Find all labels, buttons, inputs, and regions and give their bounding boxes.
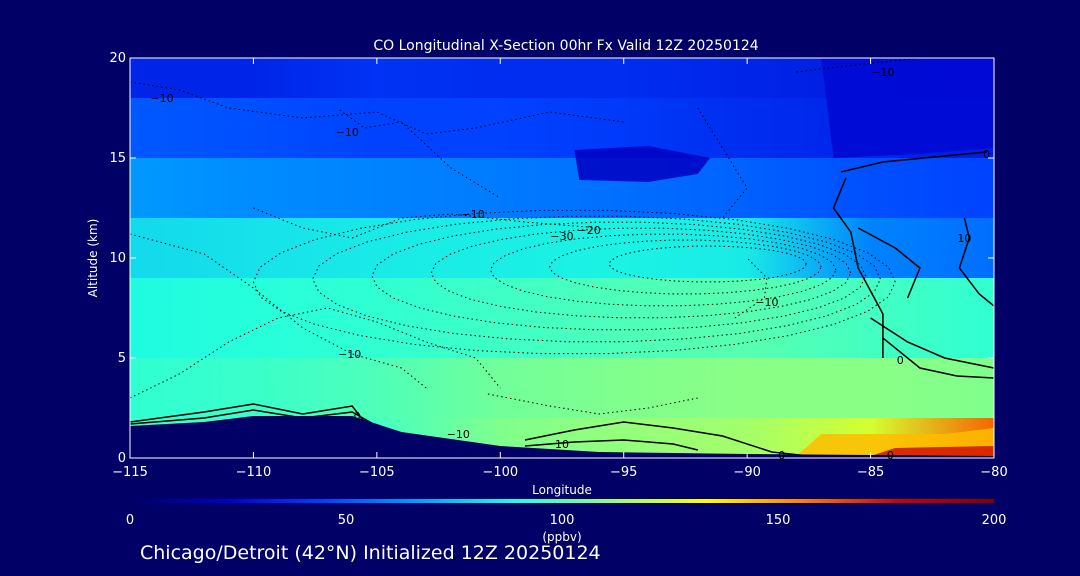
contour-label: −10 — [336, 126, 359, 139]
contour-label: −10 — [447, 428, 470, 441]
zero-contour — [882, 337, 994, 379]
contour-label: 0 — [897, 354, 904, 367]
positive-contour — [524, 439, 698, 451]
x-tick-label: −115 — [112, 465, 148, 480]
x-tick-label: −105 — [359, 465, 395, 480]
colorbar-tick-label: 0 — [126, 513, 134, 528]
contour-label: 10 — [555, 438, 569, 451]
negative-contour — [489, 233, 837, 307]
zero-contour — [857, 227, 921, 299]
zero-contour — [840, 151, 987, 173]
y-axis: 0 5 10 15 20 — [109, 51, 994, 466]
contour-label: 10 — [957, 232, 971, 245]
colorbar-tick-label: 100 — [550, 513, 575, 528]
positive-contour — [130, 409, 378, 427]
low-co-pocket — [574, 146, 711, 182]
negative-contour — [796, 58, 920, 73]
x-axis: −115 −110 −105 −100 −95 −90 −85 −80 — [112, 58, 1008, 480]
contour-label: 0 — [778, 449, 785, 462]
y-tick-label: 15 — [109, 151, 126, 166]
negative-contour — [130, 81, 624, 135]
terrain — [130, 416, 994, 458]
co-band — [130, 358, 994, 419]
zero-contour — [870, 317, 994, 369]
colorbar-tick-label: 50 — [338, 513, 355, 528]
x-tick-label: −85 — [857, 465, 884, 480]
zero-contour — [832, 177, 884, 358]
field-highlights — [574, 58, 994, 456]
negative-contour — [549, 239, 822, 295]
y-tick-label: 0 — [118, 451, 126, 466]
negative-contour — [487, 393, 698, 415]
contour-label: 0 — [354, 410, 361, 423]
contour-labels: −10 −10 −10 0 −10 −30 −20 10 −10 −10 0 0 −10 10 0 0 — [150, 66, 990, 462]
x-tick-label: −80 — [980, 465, 1007, 480]
contour-label: −10 — [338, 348, 361, 361]
upper-low-co-region — [821, 58, 994, 158]
y-tick-label: 5 — [118, 351, 126, 366]
co-band — [130, 158, 994, 219]
contour-label: −10 — [871, 66, 894, 79]
negative-contour — [339, 109, 501, 199]
contour-label: −10 — [755, 296, 778, 309]
contour-label: −10 — [150, 92, 173, 105]
contour-label: −20 — [578, 224, 601, 237]
x-tick-label: −95 — [610, 465, 637, 480]
x-axis-label: Longitude — [532, 483, 592, 497]
negative-contour — [697, 107, 748, 219]
positive-contour — [958, 217, 994, 307]
chart-title: CO Longitudinal X-Section 00hr Fx Valid … — [373, 38, 758, 54]
contour-label: 0 — [887, 449, 894, 462]
x-tick-label: −110 — [236, 465, 272, 480]
negative-contour — [252, 209, 896, 355]
positive-contour — [130, 403, 366, 423]
colorbar — [130, 499, 994, 503]
y-tick-label: 10 — [109, 251, 126, 266]
plot-area — [130, 58, 994, 458]
co-band — [130, 278, 994, 359]
contour-label: −10 — [462, 208, 485, 221]
contour-lines — [130, 58, 994, 457]
contour-label: 0 — [983, 148, 990, 161]
y-axis-label: Altitude (km) — [86, 219, 100, 298]
contour-label: −30 — [550, 230, 573, 243]
positive-contour — [524, 421, 809, 457]
x-tick-label: −100 — [482, 465, 518, 480]
x-tick-label: −90 — [733, 465, 760, 480]
co-band — [130, 218, 994, 279]
surface-peak-co — [870, 446, 994, 456]
colorbar-tick-label: 200 — [982, 513, 1007, 528]
colorbar-unit: (ppbv) — [542, 530, 581, 544]
negative-contour — [734, 257, 768, 319]
negative-contour — [130, 233, 427, 389]
colorbar-ticks: 0 50 100 150 200 — [126, 513, 1007, 528]
negative-contour — [312, 215, 881, 343]
y-tick-label: 20 — [109, 51, 126, 66]
colorbar-tick-label: 150 — [766, 513, 791, 528]
initialization-caption: Chicago/Detroit (42°N) Initialized 12Z 2… — [140, 542, 601, 564]
